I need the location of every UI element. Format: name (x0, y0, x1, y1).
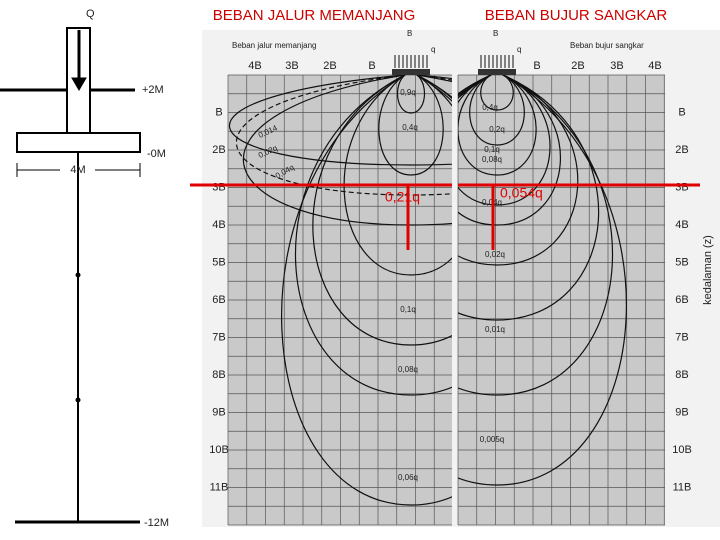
depth-label: 7B (675, 331, 688, 343)
caption: Beban bujur sangkar (570, 41, 644, 50)
depth-label: 9B (212, 406, 225, 418)
top-label: 2B (571, 60, 584, 72)
depth-label: 2B (212, 144, 225, 156)
contour-label: 0,9q (400, 88, 416, 97)
depth-label: 3B (675, 181, 688, 193)
depth-label: 5B (212, 256, 225, 268)
title: BEBAN JALUR MEMANJANG (213, 7, 416, 24)
contour (343, 75, 452, 276)
contour-label: 0,08q (398, 365, 418, 374)
depth-label: B (678, 106, 685, 118)
width-label: B (493, 29, 498, 38)
depth-label: 10B (209, 444, 229, 456)
level-label: -0M (147, 148, 166, 160)
top-label: B (368, 60, 375, 72)
contour-label: 0,2q (489, 125, 505, 134)
contour (458, 75, 579, 266)
contour (295, 75, 452, 396)
width-label: 4M (70, 164, 85, 176)
contour (281, 75, 452, 506)
depth-label: 7B (212, 331, 225, 343)
contour (378, 75, 444, 176)
level-label: -12M (144, 517, 169, 529)
contour-label: 0,1q (400, 305, 416, 314)
contour (458, 75, 562, 226)
caption: Beban jalur memanjang (232, 41, 317, 50)
top-label: 4B (648, 60, 661, 72)
top-label: 3B (610, 60, 623, 72)
contour-label: 0,005q (480, 435, 504, 444)
contour-label: 0,4q (482, 103, 498, 112)
contour-label: 0,1q (484, 145, 500, 154)
depth-label: 5B (675, 256, 688, 268)
panels: Beban jalur memanjang Bq 4B 3B 2B B B 2B 3B 4B 5B 6… (209, 29, 692, 526)
contours (458, 75, 627, 486)
depth-label: 10B (672, 444, 692, 456)
result-label: 0,054q (500, 185, 543, 201)
depth-label: 6B (675, 294, 688, 306)
contour (242, 75, 452, 226)
top-label: 2B (323, 60, 336, 72)
contour (458, 75, 537, 176)
title: BEBAN BUJUR SANGKAR (485, 7, 668, 24)
depth-label: 11B (210, 481, 229, 493)
depth-label: 11B (673, 481, 692, 493)
level-label: +2M (142, 84, 164, 96)
contour (458, 75, 613, 396)
top-label: 4B (248, 60, 261, 72)
load-label: q (431, 45, 435, 54)
contour (229, 75, 452, 166)
depth-label: 4B (212, 219, 225, 231)
width-label: B (407, 29, 412, 38)
top-label: 3B (285, 60, 298, 72)
footing (392, 69, 430, 75)
contour-label: 0,06q (398, 473, 418, 482)
contour-label: 0,08q (482, 155, 502, 164)
contour-label: 0,02q (485, 250, 505, 259)
footing (478, 69, 516, 75)
axis-label: kedalaman (z) (702, 235, 714, 305)
contour (458, 75, 551, 206)
foundation-sketch (0, 27, 141, 524)
depth-label: 8B (675, 369, 688, 381)
contour (396, 75, 426, 114)
load-label: Q (86, 8, 95, 20)
annotation-lines (190, 183, 700, 250)
result-label: 0,21q (385, 189, 420, 205)
contour (469, 75, 525, 146)
depth-label: 9B (675, 406, 688, 418)
contour-label: 0,4q (402, 123, 418, 132)
depth-label: 4B (675, 219, 688, 231)
contour-label: 0,01q (485, 325, 505, 334)
contours (229, 75, 452, 506)
contour (312, 75, 452, 346)
depth-label: B (215, 106, 222, 118)
top-label: B (533, 60, 540, 72)
depth-label: 6B (212, 294, 225, 306)
depth-label: 8B (212, 369, 225, 381)
contour (458, 75, 627, 486)
contour (480, 75, 514, 111)
load-label: q (517, 45, 521, 54)
depth-label: 3B (212, 181, 225, 193)
depth-label: 2B (675, 144, 688, 156)
